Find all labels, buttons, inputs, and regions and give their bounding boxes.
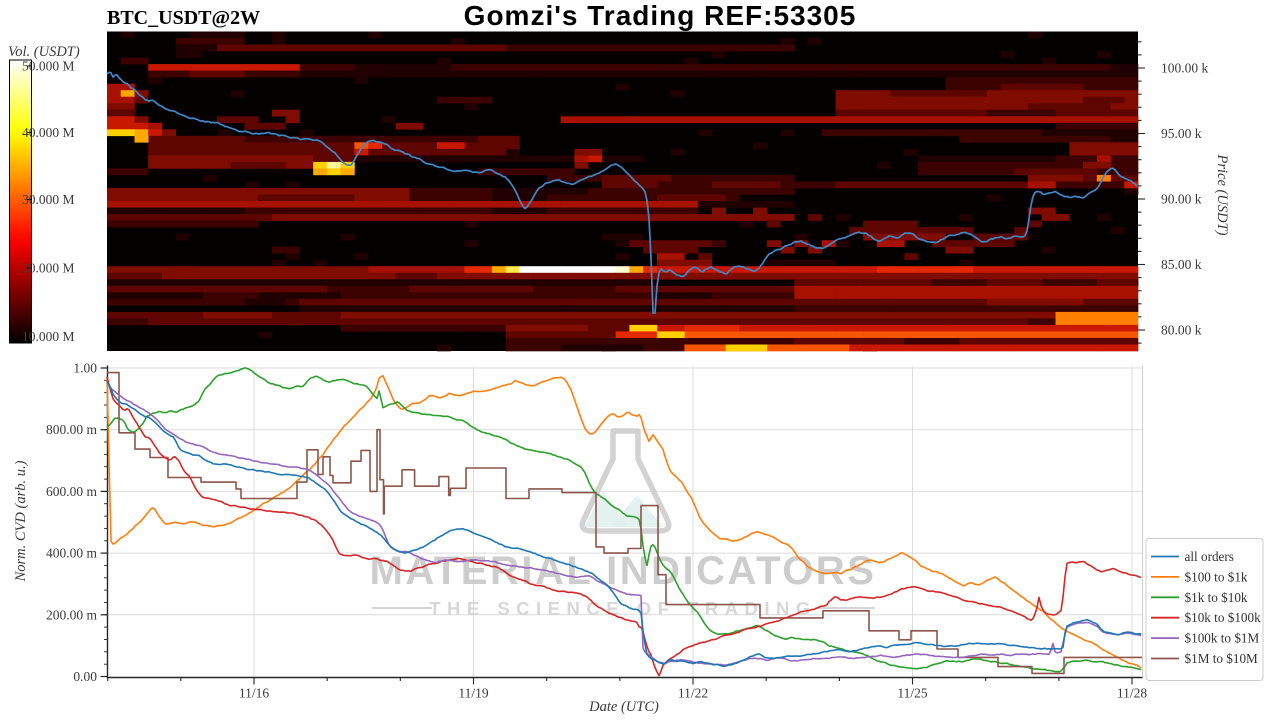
svg-text:10.000 M: 10.000 M xyxy=(22,329,75,344)
svg-text:200.00 m: 200.00 m xyxy=(46,607,98,622)
svg-text:THE SCIENCE OF TRADING: THE SCIENCE OF TRADING xyxy=(429,598,817,619)
svg-text:400.00 m: 400.00 m xyxy=(46,546,98,561)
svg-text:30.000 M: 30.000 M xyxy=(22,192,75,207)
svg-text:600.00 m: 600.00 m xyxy=(46,484,98,499)
svg-text:$100 to $1k: $100 to $1k xyxy=(1185,569,1248,584)
svg-text:85.00 k: 85.00 k xyxy=(1161,257,1202,272)
svg-text:BTC_USDT@2W: BTC_USDT@2W xyxy=(107,7,260,29)
svg-text:90.00 k: 90.00 k xyxy=(1161,192,1202,207)
svg-text:$10k to $100k: $10k to $100k xyxy=(1185,610,1262,625)
svg-text:40.000 M: 40.000 M xyxy=(22,125,75,140)
svg-text:80.00 k: 80.00 k xyxy=(1161,323,1202,338)
svg-text:Date (UTC): Date (UTC) xyxy=(588,699,659,715)
svg-text:11/22: 11/22 xyxy=(678,686,708,701)
svg-text:Norm. CVD (arb. u.): Norm. CVD (arb. u.) xyxy=(13,460,29,582)
svg-text:50.000 M: 50.000 M xyxy=(22,59,75,74)
svg-text:1.00: 1.00 xyxy=(73,361,97,376)
svg-text:Price (USDT): Price (USDT) xyxy=(1214,154,1230,236)
svg-text:MATERIAL INDICATORS: MATERIAL INDICATORS xyxy=(370,549,877,593)
svg-text:11/16: 11/16 xyxy=(239,686,269,701)
svg-text:800.00 m: 800.00 m xyxy=(46,422,98,437)
svg-text:$100k to $1M: $100k to $1M xyxy=(1185,631,1260,646)
svg-text:0.00: 0.00 xyxy=(73,669,97,684)
svg-text:95.00 k: 95.00 k xyxy=(1161,126,1202,141)
svg-text:$1k to $10k: $1k to $10k xyxy=(1185,590,1248,605)
svg-text:$1M to $10M: $1M to $10M xyxy=(1185,651,1259,666)
svg-text:20.000 M: 20.000 M xyxy=(22,261,75,276)
svg-text:Vol. (USDT): Vol. (USDT) xyxy=(8,44,80,60)
svg-text:11/28: 11/28 xyxy=(1117,686,1147,701)
svg-text:11/25: 11/25 xyxy=(897,686,927,701)
svg-text:100.00 k: 100.00 k xyxy=(1161,61,1209,76)
svg-text:all orders: all orders xyxy=(1185,549,1234,564)
svg-text:11/19: 11/19 xyxy=(458,686,488,701)
svg-text:Gomzi's Trading REF:53305: Gomzi's Trading REF:53305 xyxy=(464,0,857,31)
